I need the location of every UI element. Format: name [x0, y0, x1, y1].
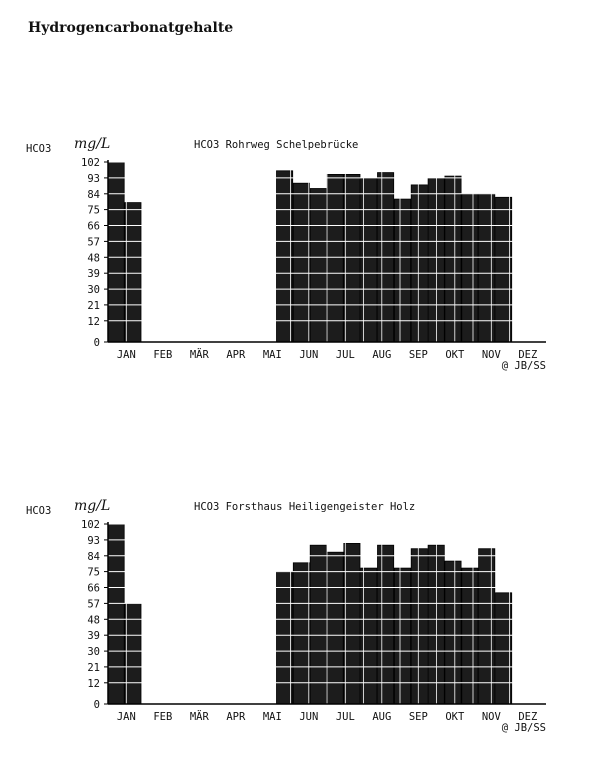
month-label: AUG — [372, 711, 391, 723]
month-label: OKT — [445, 349, 465, 361]
chart-rohrweg: HCO3 mg/L HCO3 Rohrweg Schelpebrücke 0 12 21 3… — [26, 136, 547, 372]
month-label: JAN — [117, 349, 136, 361]
bar — [444, 175, 462, 343]
month-label: APR — [226, 711, 246, 723]
bar — [124, 603, 142, 705]
y-tick-label: 93 — [87, 535, 100, 547]
month-label: FEB — [153, 711, 172, 723]
y-tick-label: 21 — [87, 662, 100, 674]
y-tick-label: 12 — [87, 678, 100, 690]
unit-label: mg/L — [74, 136, 110, 152]
month-label: OKT — [445, 711, 465, 723]
month-label: SEP — [409, 711, 428, 723]
bar — [309, 188, 327, 343]
y-tick-label: 84 — [87, 189, 100, 201]
month-label: DEZ — [518, 349, 537, 361]
bars — [107, 161, 513, 343]
bar — [343, 174, 361, 343]
y-tick-label: 0 — [94, 699, 100, 711]
y-tick-label: 102 — [81, 157, 100, 169]
parameter-label: HCO3 — [26, 505, 51, 517]
month-label: JUN — [299, 711, 318, 723]
y-tick-label: 30 — [87, 646, 100, 658]
y-tick-label: 66 — [87, 221, 100, 233]
bar — [461, 193, 479, 343]
y-tick-label: 57 — [87, 598, 100, 610]
month-label: MÄR — [190, 348, 210, 361]
month-label: JUN — [299, 349, 318, 361]
bar — [478, 193, 496, 343]
month-label: AUG — [372, 349, 391, 361]
y-tick-label: 12 — [87, 316, 100, 328]
credit-label: @ JB/SS — [502, 722, 546, 734]
grid — [107, 161, 547, 342]
y-tick-label: 93 — [87, 173, 100, 185]
y-tick-label: 48 — [87, 614, 100, 626]
chart-forsthaus: HCO3 mg/L HCO3 Forsthaus Heiligengeister H… — [26, 498, 547, 734]
month-label: NOV — [482, 711, 502, 723]
bar — [326, 551, 344, 705]
bar — [107, 523, 125, 705]
month-label: FEB — [153, 349, 172, 361]
y-tick-label: 30 — [87, 284, 100, 296]
month-label: APR — [226, 349, 246, 361]
month-label: JUL — [336, 711, 355, 723]
y-tick-label: 66 — [87, 583, 100, 595]
month-label: SEP — [409, 349, 428, 361]
bar — [309, 544, 327, 705]
y-tick-label: 84 — [87, 551, 100, 563]
month-label: NOV — [482, 349, 502, 361]
bar — [292, 182, 310, 343]
month-label: JUL — [336, 349, 355, 361]
bar — [410, 184, 428, 343]
y-tick-label: 48 — [87, 252, 100, 264]
y-tick-label: 75 — [87, 567, 100, 579]
month-label: MAI — [263, 349, 282, 361]
y-tick-label: 75 — [87, 205, 100, 217]
parameter-label: HCO3 — [26, 143, 51, 155]
grid — [107, 523, 547, 704]
month-label: JAN — [117, 711, 136, 723]
bar — [343, 543, 361, 705]
bar — [107, 161, 125, 343]
credit-label: @ JB/SS — [502, 360, 546, 372]
bar — [461, 567, 479, 705]
chart-title: HCO3 Rohrweg Schelpebrücke — [194, 139, 358, 151]
y-tick-label: 39 — [87, 268, 100, 280]
month-label: DEZ — [518, 711, 537, 723]
y-tick-label: 21 — [87, 300, 100, 312]
page-title: Hydrogencarbonatgehalte — [28, 20, 234, 36]
bar — [326, 174, 344, 343]
month-label: MAI — [263, 711, 282, 723]
bar — [393, 567, 411, 705]
bar — [377, 544, 395, 705]
y-tick-label: 57 — [87, 236, 100, 248]
month-label: MÄR — [190, 710, 210, 723]
y-tick-label: 102 — [81, 519, 100, 531]
bars — [107, 523, 513, 705]
y-tick-label: 0 — [94, 337, 100, 349]
chart-title: HCO3 Forsthaus Heiligengeister Holz — [194, 501, 415, 513]
unit-label: mg/L — [74, 498, 110, 514]
y-tick-label: 39 — [87, 630, 100, 642]
